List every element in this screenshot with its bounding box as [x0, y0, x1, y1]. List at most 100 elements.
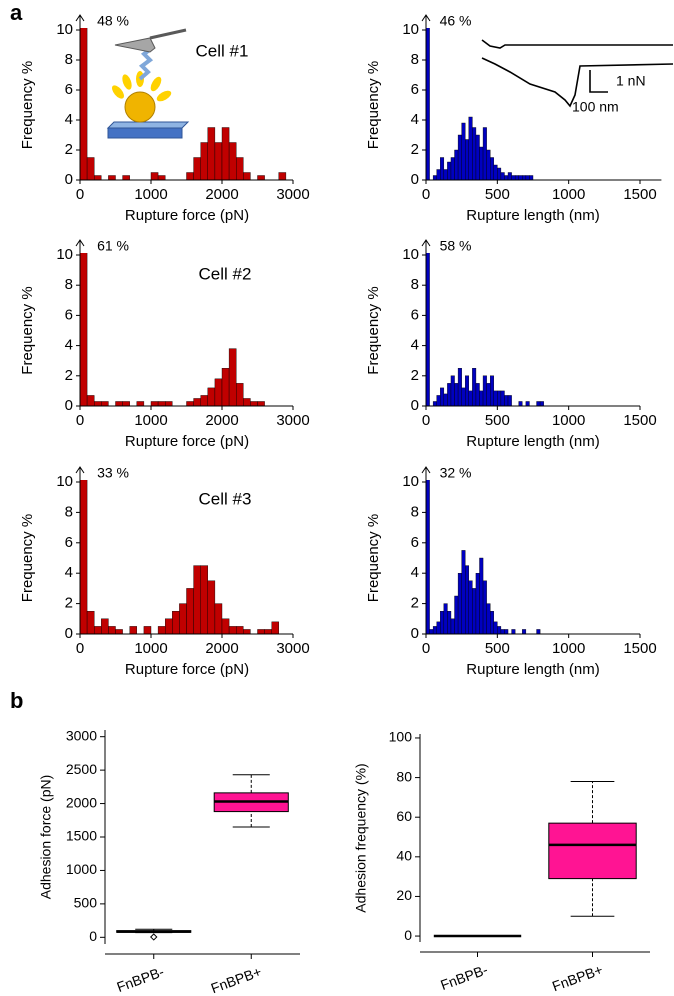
bar — [490, 157, 494, 180]
x-tick-label: 1500 — [623, 640, 656, 657]
x-tick-label: FnBPB- — [115, 963, 167, 995]
bar — [482, 580, 487, 634]
bar — [482, 127, 487, 180]
bar — [536, 629, 541, 634]
bar — [504, 395, 509, 406]
bar — [228, 142, 237, 180]
x-tick-label: 0 — [422, 640, 430, 657]
bar — [101, 401, 109, 406]
y-tick-label: 2 — [65, 595, 73, 612]
x-tick-label: 0 — [76, 412, 84, 429]
bar — [472, 368, 477, 406]
bar — [486, 603, 491, 634]
y-axis-label: Frequency % — [365, 286, 382, 374]
bar — [486, 383, 491, 406]
y-tick-label: 20 — [396, 887, 412, 903]
y-tick-label: 4 — [65, 564, 73, 581]
bar — [150, 172, 159, 180]
y-tick-label: 40 — [396, 848, 412, 864]
bar — [493, 621, 498, 634]
bar — [243, 629, 251, 634]
bar — [511, 175, 516, 180]
bar — [493, 164, 498, 180]
bar — [122, 175, 130, 180]
value-label: 32 % — [440, 465, 472, 481]
bars — [425, 253, 544, 406]
bar — [221, 127, 230, 180]
bar — [440, 387, 445, 406]
x-tick-label: 0 — [76, 640, 84, 657]
bar — [457, 573, 462, 634]
bar — [221, 368, 230, 406]
bar — [450, 618, 455, 634]
bar — [250, 401, 258, 406]
y-tick-label: 100 — [389, 729, 413, 745]
bar — [497, 390, 502, 406]
x-tick-label: 1500 — [623, 186, 656, 203]
scale-label: 1 nN — [616, 73, 646, 89]
bar — [468, 116, 473, 180]
bar — [465, 139, 470, 180]
x-tick-label: 2000 — [205, 186, 238, 203]
bar — [490, 375, 494, 406]
bar — [207, 580, 216, 634]
bar — [432, 175, 437, 180]
bar — [101, 618, 109, 634]
bar — [193, 398, 201, 406]
bar — [500, 172, 505, 180]
bar — [136, 401, 145, 406]
y-tick-label: 10 — [402, 473, 419, 490]
bar — [440, 611, 445, 634]
cell-label: Cell #3 — [199, 489, 252, 508]
axis-arrow — [75, 466, 85, 474]
bar — [525, 401, 530, 406]
y-axis-label: Frequency % — [19, 514, 36, 602]
y-tick-label: 0 — [411, 171, 419, 188]
bar — [172, 611, 180, 634]
x-tick-label: 1000 — [134, 412, 167, 429]
bar — [186, 588, 194, 634]
bar — [86, 611, 95, 634]
bar — [425, 28, 430, 180]
x-tick-label: 1500 — [623, 412, 656, 429]
bar — [228, 626, 237, 634]
bar — [539, 401, 544, 406]
bar — [514, 175, 519, 180]
y-tick-label: 2000 — [66, 794, 97, 810]
bar — [243, 172, 251, 180]
bar — [472, 127, 477, 180]
bar — [457, 368, 462, 406]
bar — [454, 383, 459, 406]
x-tick-label: 500 — [485, 186, 510, 203]
bar — [186, 401, 194, 406]
x-tick-label: 0 — [422, 412, 430, 429]
bar — [479, 390, 484, 406]
x-tick-label: 1000 — [134, 186, 167, 203]
bar — [257, 175, 265, 180]
bar — [486, 149, 491, 180]
x-tick-label: 3000 — [276, 186, 309, 203]
bars — [79, 253, 265, 406]
bar — [235, 383, 244, 406]
y-axis-label: Frequency % — [19, 61, 36, 149]
bar — [465, 375, 470, 406]
bar — [500, 629, 505, 634]
bar — [425, 253, 430, 406]
y-tick-label: 4 — [411, 564, 419, 581]
bar — [235, 157, 244, 180]
y-tick-label: 10 — [56, 21, 73, 38]
y-axis-label: Frequency % — [365, 514, 382, 602]
y-tick-label: 0 — [89, 928, 97, 944]
bar — [457, 134, 462, 180]
y-tick-label: 4 — [65, 111, 73, 128]
bars — [425, 480, 541, 634]
bar — [86, 157, 95, 180]
x-tick-label: 2000 — [205, 412, 238, 429]
y-tick-label: 60 — [396, 808, 412, 824]
bar — [235, 626, 244, 634]
y-axis-label: Frequency % — [19, 286, 36, 374]
y-tick-label: 4 — [411, 111, 419, 128]
bar — [164, 401, 173, 406]
value-label: 58 % — [440, 238, 472, 254]
